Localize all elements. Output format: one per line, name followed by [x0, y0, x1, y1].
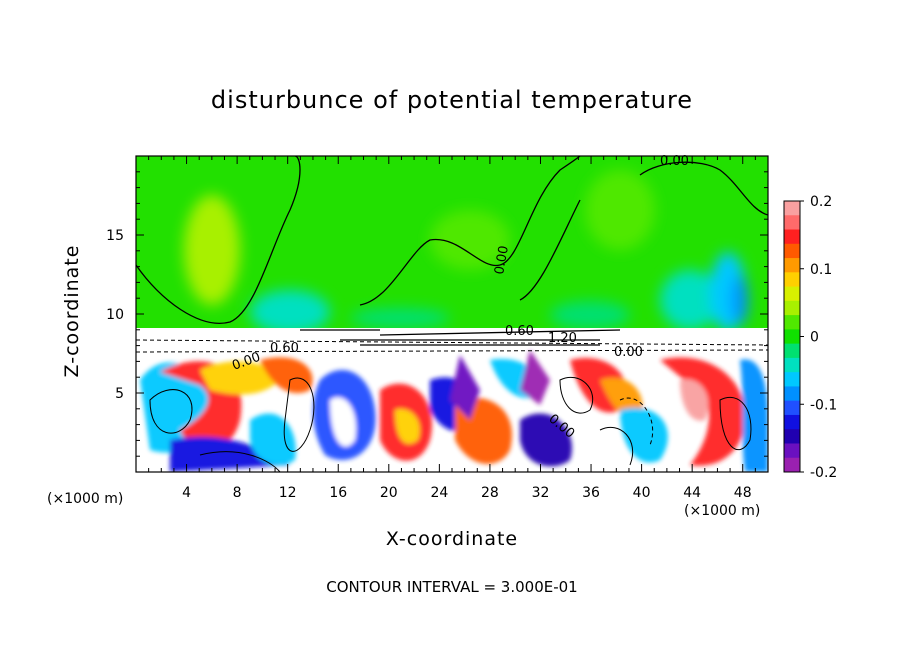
y-axis: 5 10 15 [106, 155, 768, 473]
colorbar-swatch [784, 243, 800, 259]
colorbar-swatch [784, 315, 800, 330]
colorbar-swatch [784, 343, 800, 359]
heatmap-field [136, 156, 768, 472]
colorbar-swatch [784, 443, 800, 459]
colorbar-swatch [784, 215, 800, 231]
x-tick-label: 20 [380, 485, 398, 501]
x-unit-left: (×1000 m) [47, 491, 124, 507]
x-tick-label: 28 [481, 485, 499, 501]
x-axis: 4 8 12 16 20 24 28 32 36 40 44 48 [135, 156, 769, 501]
contour-label-group: 0.00 0.00 0.60 1.20 0.00 0.60 0.00 0.00 [230, 154, 689, 442]
colorbar: 0.2 0.1 0 -0.1 -0.2 [783, 194, 837, 481]
contour-label: 0.60 [505, 324, 534, 339]
colorbar-swatch [784, 329, 800, 345]
contour-label: 0.00 [614, 345, 643, 360]
y-tick-label: 5 [115, 386, 124, 402]
chart-title: disturbunce of potential temperature [210, 86, 694, 114]
colorbar-swatch [784, 201, 800, 216]
colorbar-swatch [784, 258, 800, 273]
colorbar-swatch [784, 414, 800, 430]
colorbar-swatch [784, 357, 800, 373]
colorbar-tick-label: 0 [810, 330, 819, 346]
x-tick-label: 8 [233, 485, 242, 501]
y-tick-label: 15 [106, 228, 124, 244]
x-tick-label: 36 [582, 485, 600, 501]
colorbar-swatch [784, 272, 800, 288]
x-tick-label: 48 [734, 485, 752, 501]
colorbar-swatch [784, 457, 800, 473]
colorbar-tick-label: 0.1 [810, 262, 832, 278]
x-tick-label: 44 [683, 485, 701, 501]
colorbar-swatch [784, 429, 800, 444]
contour-label: 0.60 [270, 341, 299, 356]
x-unit-right: (×1000 m) [684, 503, 761, 519]
colorbar-swatch [784, 300, 800, 316]
contour-label: 1.20 [548, 331, 577, 346]
colorbar-swatch [784, 229, 800, 245]
colorbar-swatch [784, 386, 800, 402]
x-tick-label: 40 [633, 485, 651, 501]
colorbar-tick-label: 0.2 [810, 194, 832, 210]
x-tick-label: 24 [430, 485, 448, 501]
colorbar-tick-label: -0.2 [810, 465, 837, 481]
colorbar-swatch [784, 400, 800, 416]
x-tick-label: 16 [329, 485, 347, 501]
contour-label: 0.00 [492, 245, 512, 276]
x-axis-label: X-coordinate [385, 528, 519, 550]
colorbar-tick-label: -0.1 [810, 397, 837, 413]
contour-interval-note: CONTOUR INTERVAL = 3.000E-01 [326, 578, 578, 596]
x-tick-label: 12 [279, 485, 297, 501]
y-tick-label: 10 [106, 307, 124, 323]
colorbar-swatch [784, 286, 800, 302]
x-tick-label: 4 [182, 485, 191, 501]
x-tick-label: 32 [532, 485, 550, 501]
colorbar-swatch [784, 372, 800, 387]
